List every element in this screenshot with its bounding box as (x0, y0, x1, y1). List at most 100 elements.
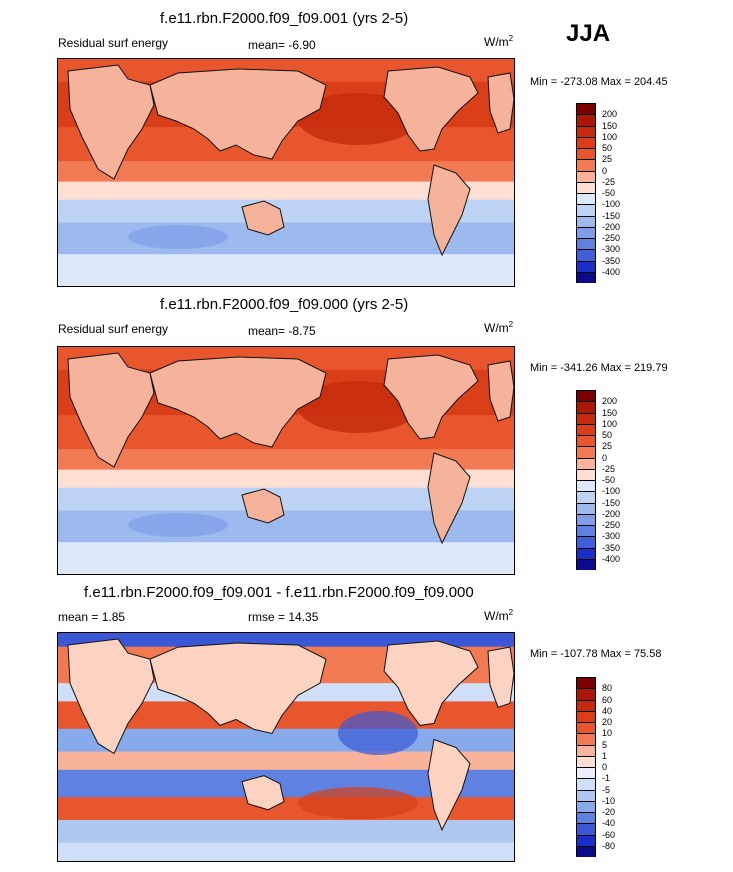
map-landmass (67, 638, 155, 755)
map-landmass (487, 360, 514, 422)
map-field-band (58, 469, 514, 489)
map-landmass (487, 646, 514, 708)
colorbar-swatch (576, 558, 596, 570)
map-landmass (149, 68, 327, 160)
colorbar-tick-label: -20 (602, 807, 616, 817)
colorbar-swatch (576, 401, 596, 413)
map-landmass (383, 354, 479, 440)
colorbar-swatch (576, 812, 596, 824)
map-landmass (427, 164, 471, 257)
colorbar-swatch (576, 789, 596, 801)
panel3-rmse: rmse = 14.35 (248, 610, 319, 624)
colorbar-swatch (576, 181, 596, 193)
colorbar-swatch (576, 249, 596, 261)
map-field-blob (338, 711, 418, 755)
colorbar-swatch (576, 480, 596, 492)
colorbar-swatch (576, 260, 596, 272)
colorbar-swatch (576, 148, 596, 160)
colorbar-tick-label: 150 (602, 120, 618, 131)
colorbar-swatch (576, 755, 596, 767)
colorbar-swatch (576, 547, 596, 559)
colorbar-tick-label: 200 (602, 396, 618, 407)
colorbar-swatch (576, 699, 596, 711)
colorbar-swatch (576, 435, 596, 447)
panel3-units: W/m2 (484, 608, 514, 623)
colorbar-swatch (576, 744, 596, 756)
colorbar-swatch (576, 525, 596, 537)
colorbar-tick-label: -1 (602, 773, 611, 784)
panel1-variable: Residual surf energy (58, 36, 169, 50)
map-field-blob (128, 225, 228, 249)
colorbar-tick-label: -300 (602, 531, 621, 542)
panel2-mean: mean= -8.75 (248, 324, 316, 338)
colorbar-tick-label: -250 (602, 520, 621, 530)
colorbar-tick-label: -100 (602, 486, 621, 497)
map-landmass (383, 66, 479, 152)
colorbar-tick-label: 0 (602, 165, 608, 176)
panel2-minmax: Min = -341.26 Max = 219.79 (530, 362, 668, 374)
colorbar-tick-label: -400 (602, 553, 621, 564)
panel3-mean: mean = 1.85 (58, 610, 126, 624)
colorbar-tick-label: 25 (602, 441, 613, 452)
panel3-minmax: Min = -107.78 Max = 75.58 (530, 648, 662, 660)
colorbar-tick-label: 1 (602, 750, 608, 761)
colorbar-tick-label: -200 (602, 221, 621, 232)
colorbar-swatch (576, 710, 596, 722)
colorbar-tick-label: 40 (602, 705, 613, 716)
colorbar-tick-label: 60 (602, 694, 613, 705)
map-landmass (241, 200, 285, 236)
colorbar-tick-label: -40 (602, 818, 616, 829)
map-field-band (58, 449, 514, 471)
panel1-mean: mean= -6.90 (248, 38, 316, 52)
colorbar-swatch (576, 722, 596, 734)
colorbar-tick-label: 0 (602, 452, 608, 463)
panel1-map (57, 58, 515, 287)
colorbar-tick-label: -300 (602, 244, 621, 255)
panel2-title: f.e11.rbn.F2000.f09_f09.000 (yrs 2-5) (160, 296, 409, 313)
colorbar-swatch (576, 193, 596, 205)
colorbar-tick-label: -150 (602, 210, 621, 221)
map-field-blob (128, 513, 228, 537)
map-landmass (149, 642, 327, 735)
map-landmass (427, 452, 471, 545)
colorbar-swatch (576, 845, 596, 857)
colorbar-swatch (576, 457, 596, 469)
map-field-band (58, 181, 514, 201)
colorbar-swatch (576, 834, 596, 846)
colorbar-tick-label: -350 (602, 542, 621, 553)
map-field-band (58, 842, 514, 861)
colorbar-swatch (576, 677, 596, 689)
map-landmass (67, 352, 155, 468)
colorbar-swatch (576, 513, 596, 525)
colorbar-swatch (576, 215, 596, 227)
colorbar-tick-label: -5 (602, 784, 611, 795)
panel1-minmax: Min = -273.08 Max = 204.45 (530, 76, 668, 88)
colorbar-swatch (576, 271, 596, 283)
map-field-band (58, 161, 514, 183)
colorbar-tick-label: -200 (602, 508, 621, 519)
map-field-band (58, 542, 514, 574)
colorbar-tick-label: -50 (602, 188, 616, 198)
colorbar-tick-label: 5 (602, 739, 608, 750)
colorbar-swatch (576, 491, 596, 503)
colorbar-swatch (576, 125, 596, 137)
colorbar-swatch (576, 778, 596, 790)
colorbar-tick-label: 80 (602, 683, 613, 694)
colorbar-swatch (576, 502, 596, 514)
map-landmass (241, 488, 285, 524)
panel2-map (57, 346, 515, 575)
colorbar-tick-label: -100 (602, 199, 621, 210)
colorbar-tick-label: -250 (602, 233, 621, 243)
colorbar-tick-label: -10 (602, 795, 616, 806)
colorbar-tick-label: -400 (602, 266, 621, 277)
colorbar-swatch (576, 423, 596, 435)
colorbar-tick-label: 25 (602, 154, 613, 165)
colorbar-tick-label: 50 (602, 430, 613, 440)
colorbar-swatch (576, 688, 596, 700)
map-landmass (487, 72, 514, 134)
colorbar-tick-label: -25 (602, 176, 616, 187)
map-landmass (383, 640, 479, 726)
colorbar-tick-label: -150 (602, 497, 621, 508)
colorbar-tick-label: 50 (602, 143, 613, 153)
colorbar-tick-label: -25 (602, 463, 616, 474)
